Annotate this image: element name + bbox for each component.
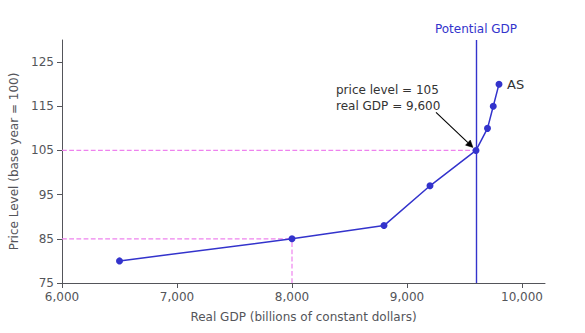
svg-text:Potential GDP: Potential GDP [435,22,517,36]
svg-text:105: 105 [31,143,54,157]
svg-text:75: 75 [39,276,54,290]
svg-text:AS: AS [507,77,524,92]
svg-text:6,000: 6,000 [45,290,79,304]
svg-text:Price Level (base year = 100): Price Level (base year = 100) [7,73,21,251]
svg-text:price level = 105: price level = 105 [336,83,439,97]
svg-text:Real GDP (billions of constant: Real GDP (billions of constant dollars) [190,310,416,324]
svg-text:8,000: 8,000 [275,290,309,304]
svg-text:7,000: 7,000 [160,290,194,304]
svg-text:85: 85 [39,232,54,246]
svg-text:real GDP = 9,600: real GDP = 9,600 [336,99,440,113]
svg-text:9,000: 9,000 [390,290,424,304]
svg-text:115: 115 [31,99,54,113]
svg-text:125: 125 [31,55,54,69]
svg-text:10,000: 10,000 [501,290,543,304]
svg-text:95: 95 [39,188,54,202]
